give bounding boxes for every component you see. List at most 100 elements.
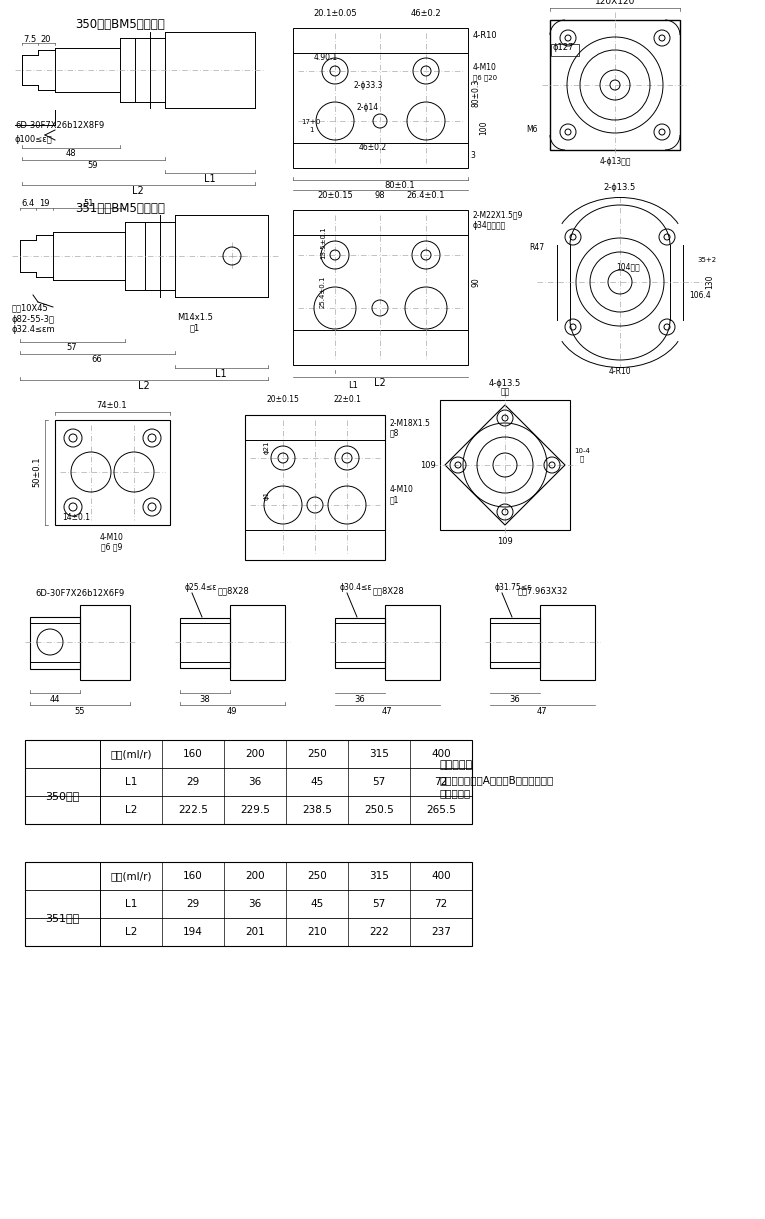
Text: 2-M22X1.5深9: 2-M22X1.5深9	[473, 211, 523, 219]
Text: 深1: 深1	[190, 323, 200, 333]
Text: 80±0.1: 80±0.1	[385, 182, 415, 190]
Text: 深1: 深1	[390, 495, 399, 505]
Text: 平键8X28: 平键8X28	[372, 586, 404, 596]
Text: 80±0.3: 80±0.3	[471, 79, 480, 107]
Text: 4-ϕ13深孔: 4-ϕ13深孔	[599, 157, 631, 167]
Text: L2: L2	[138, 382, 150, 391]
Text: 238.5: 238.5	[302, 805, 332, 816]
Text: 20.1±0.05: 20.1±0.05	[313, 9, 356, 17]
Text: 57: 57	[373, 777, 386, 787]
Text: 19: 19	[39, 200, 49, 208]
Text: 标准旋向：: 标准旋向：	[440, 759, 473, 770]
Text: 6.4: 6.4	[21, 200, 34, 208]
Text: 109: 109	[497, 538, 513, 546]
Text: 104内孔: 104内孔	[616, 262, 640, 272]
Text: L1: L1	[204, 174, 216, 184]
Text: 36: 36	[355, 696, 366, 705]
Text: 72: 72	[435, 777, 448, 787]
Bar	[25, 862, 472, 946]
Text: 45: 45	[311, 898, 324, 909]
Text: 160: 160	[183, 748, 203, 759]
Text: 55: 55	[75, 707, 85, 717]
Text: 47: 47	[382, 707, 392, 717]
Bar	[490, 618, 540, 668]
Text: 顺时针旋转: 顺时针旋转	[440, 787, 471, 798]
Text: L1: L1	[125, 777, 137, 787]
Text: 25.4±0.1: 25.4±0.1	[320, 275, 326, 308]
Text: 350系列: 350系列	[45, 791, 80, 801]
Text: 250: 250	[307, 872, 327, 881]
Text: 平键8X28: 平键8X28	[217, 586, 249, 596]
Text: ϕ32.4≤εm: ϕ32.4≤εm	[12, 325, 56, 334]
Text: ϕ34合针孔局: ϕ34合针孔局	[473, 221, 506, 229]
Bar	[540, 605, 595, 680]
Text: 250.5: 250.5	[364, 805, 394, 816]
Text: 57: 57	[373, 898, 386, 909]
Text: M14x1.5: M14x1.5	[177, 313, 213, 323]
Text: 平键7.963X32: 平键7.963X32	[518, 586, 568, 596]
Text: 210: 210	[307, 926, 327, 937]
Text: L2: L2	[125, 926, 137, 937]
Text: 深6 钻20: 深6 钻20	[473, 74, 497, 82]
Bar	[55, 421, 170, 525]
Bar	[293, 210, 468, 364]
Text: 36: 36	[509, 696, 520, 705]
Text: 2-M18X1.5: 2-M18X1.5	[390, 418, 431, 428]
Text: 22±0.1: 22±0.1	[333, 395, 361, 405]
Text: 26.4±0.1: 26.4±0.1	[407, 190, 445, 200]
Text: 20: 20	[41, 35, 51, 45]
Text: 201: 201	[245, 926, 265, 937]
Text: 120X120: 120X120	[595, 0, 635, 6]
Text: 160: 160	[183, 872, 203, 881]
Text: 46±0.2: 46±0.2	[359, 144, 387, 152]
Bar	[550, 20, 680, 150]
Text: 36: 36	[249, 777, 262, 787]
Text: 46±0.2: 46±0.2	[411, 9, 441, 17]
Text: 深6 钻9: 深6 钻9	[101, 542, 122, 551]
Text: 深孔: 深孔	[500, 388, 509, 396]
Text: 229.5: 229.5	[240, 805, 270, 816]
Text: 3: 3	[470, 151, 475, 161]
Text: 222.5: 222.5	[178, 805, 208, 816]
Text: L2: L2	[132, 187, 144, 196]
Text: 59: 59	[88, 161, 98, 171]
Text: 20±0.15: 20±0.15	[266, 395, 299, 405]
Text: 38: 38	[200, 696, 210, 705]
Text: 265.5: 265.5	[426, 805, 456, 816]
Text: 平键10X45: 平键10X45	[12, 304, 49, 312]
Text: 57: 57	[67, 344, 77, 352]
Text: ϕ1: ϕ1	[264, 490, 270, 500]
Text: 35+2: 35+2	[698, 257, 717, 263]
Text: L2: L2	[374, 378, 386, 388]
Text: 315: 315	[369, 748, 389, 759]
Text: 面对轴出轴，当A口进油B口回油，马达: 面对轴出轴，当A口进油B口回油，马达	[440, 775, 555, 785]
Text: 排量(ml/r): 排量(ml/r)	[110, 872, 151, 881]
Text: 14±0.1: 14±0.1	[62, 512, 90, 522]
Text: 36: 36	[249, 898, 262, 909]
Text: 50±0.1: 50±0.1	[32, 457, 41, 488]
Text: ϕ127: ϕ127	[553, 44, 575, 52]
Text: 72: 72	[435, 898, 448, 909]
Text: 109: 109	[420, 461, 436, 469]
Text: 4-M10: 4-M10	[100, 533, 124, 541]
Bar	[180, 618, 230, 668]
Text: 6D-30F7X26b12X8F9: 6D-30F7X26b12X8F9	[15, 121, 104, 129]
Text: 6D-30F7X26b12X6F9: 6D-30F7X26b12X6F9	[35, 589, 125, 597]
Text: 45: 45	[311, 777, 324, 787]
Text: 4-ϕ13.5: 4-ϕ13.5	[489, 379, 521, 389]
Text: 4-M10: 4-M10	[390, 485, 414, 495]
Bar	[80, 605, 130, 680]
Text: 351系列BM5摆线马达: 351系列BM5摆线马达	[75, 202, 165, 215]
Text: 2-ϕ13.5: 2-ϕ13.5	[604, 183, 636, 191]
Text: 130: 130	[705, 274, 715, 289]
Text: R47: R47	[529, 243, 545, 251]
Text: L1: L1	[215, 369, 226, 379]
Text: 200: 200	[246, 748, 265, 759]
Text: L1: L1	[125, 898, 137, 909]
Text: 351系列: 351系列	[45, 913, 80, 923]
Text: 90: 90	[471, 277, 480, 286]
Text: 100: 100	[480, 121, 489, 135]
Bar	[230, 605, 285, 680]
Text: 4-R10: 4-R10	[609, 367, 631, 377]
Text: ϕ82-55-3段: ϕ82-55-3段	[12, 316, 55, 324]
